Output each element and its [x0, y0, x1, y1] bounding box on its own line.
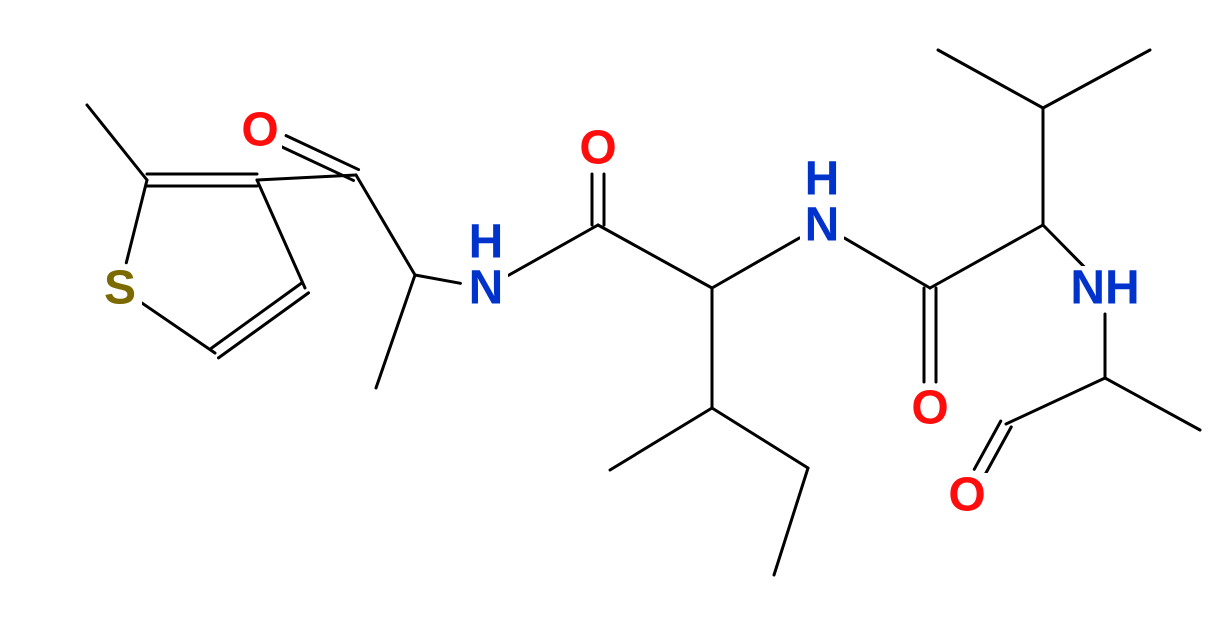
bond — [1105, 378, 1200, 430]
bond — [712, 408, 808, 468]
atom-o: O — [908, 382, 952, 435]
atom-label: N — [469, 262, 504, 315]
bond — [376, 275, 415, 388]
atom-n: NH — [800, 153, 844, 252]
bond — [415, 275, 460, 283]
bond — [87, 105, 147, 180]
bond — [141, 303, 215, 353]
bond — [211, 283, 301, 348]
bond — [610, 408, 712, 470]
atom-o: O — [576, 122, 620, 175]
atom-s: S — [98, 262, 142, 315]
implicit-h: H — [805, 153, 840, 206]
atom-label: NH — [1070, 262, 1139, 315]
bond — [356, 175, 415, 275]
bond — [844, 238, 930, 288]
atom-label: N — [805, 199, 840, 252]
bond — [774, 468, 808, 575]
bond — [257, 180, 305, 288]
atom-nh: NH — [1067, 262, 1157, 315]
atom-label: O — [241, 104, 278, 157]
bond — [985, 427, 1011, 475]
implicit-h: H — [469, 216, 504, 269]
bond — [974, 421, 1000, 469]
bond — [930, 225, 1043, 288]
atom-n: NH — [464, 216, 508, 315]
bond — [509, 225, 598, 275]
bond — [712, 238, 799, 288]
atom-o: O — [238, 104, 282, 157]
bond — [1006, 378, 1105, 424]
atom-o: O — [945, 469, 989, 522]
atom-label: O — [948, 469, 985, 522]
bond — [219, 293, 309, 358]
bond — [1043, 50, 1150, 108]
bond — [598, 225, 712, 288]
molecule-canvas: SONHONHONHO — [0, 0, 1231, 626]
atom-label: O — [911, 382, 948, 435]
bond — [126, 180, 147, 263]
bond — [938, 50, 1043, 108]
atom-label: S — [104, 262, 136, 315]
atom-label: O — [579, 122, 616, 175]
